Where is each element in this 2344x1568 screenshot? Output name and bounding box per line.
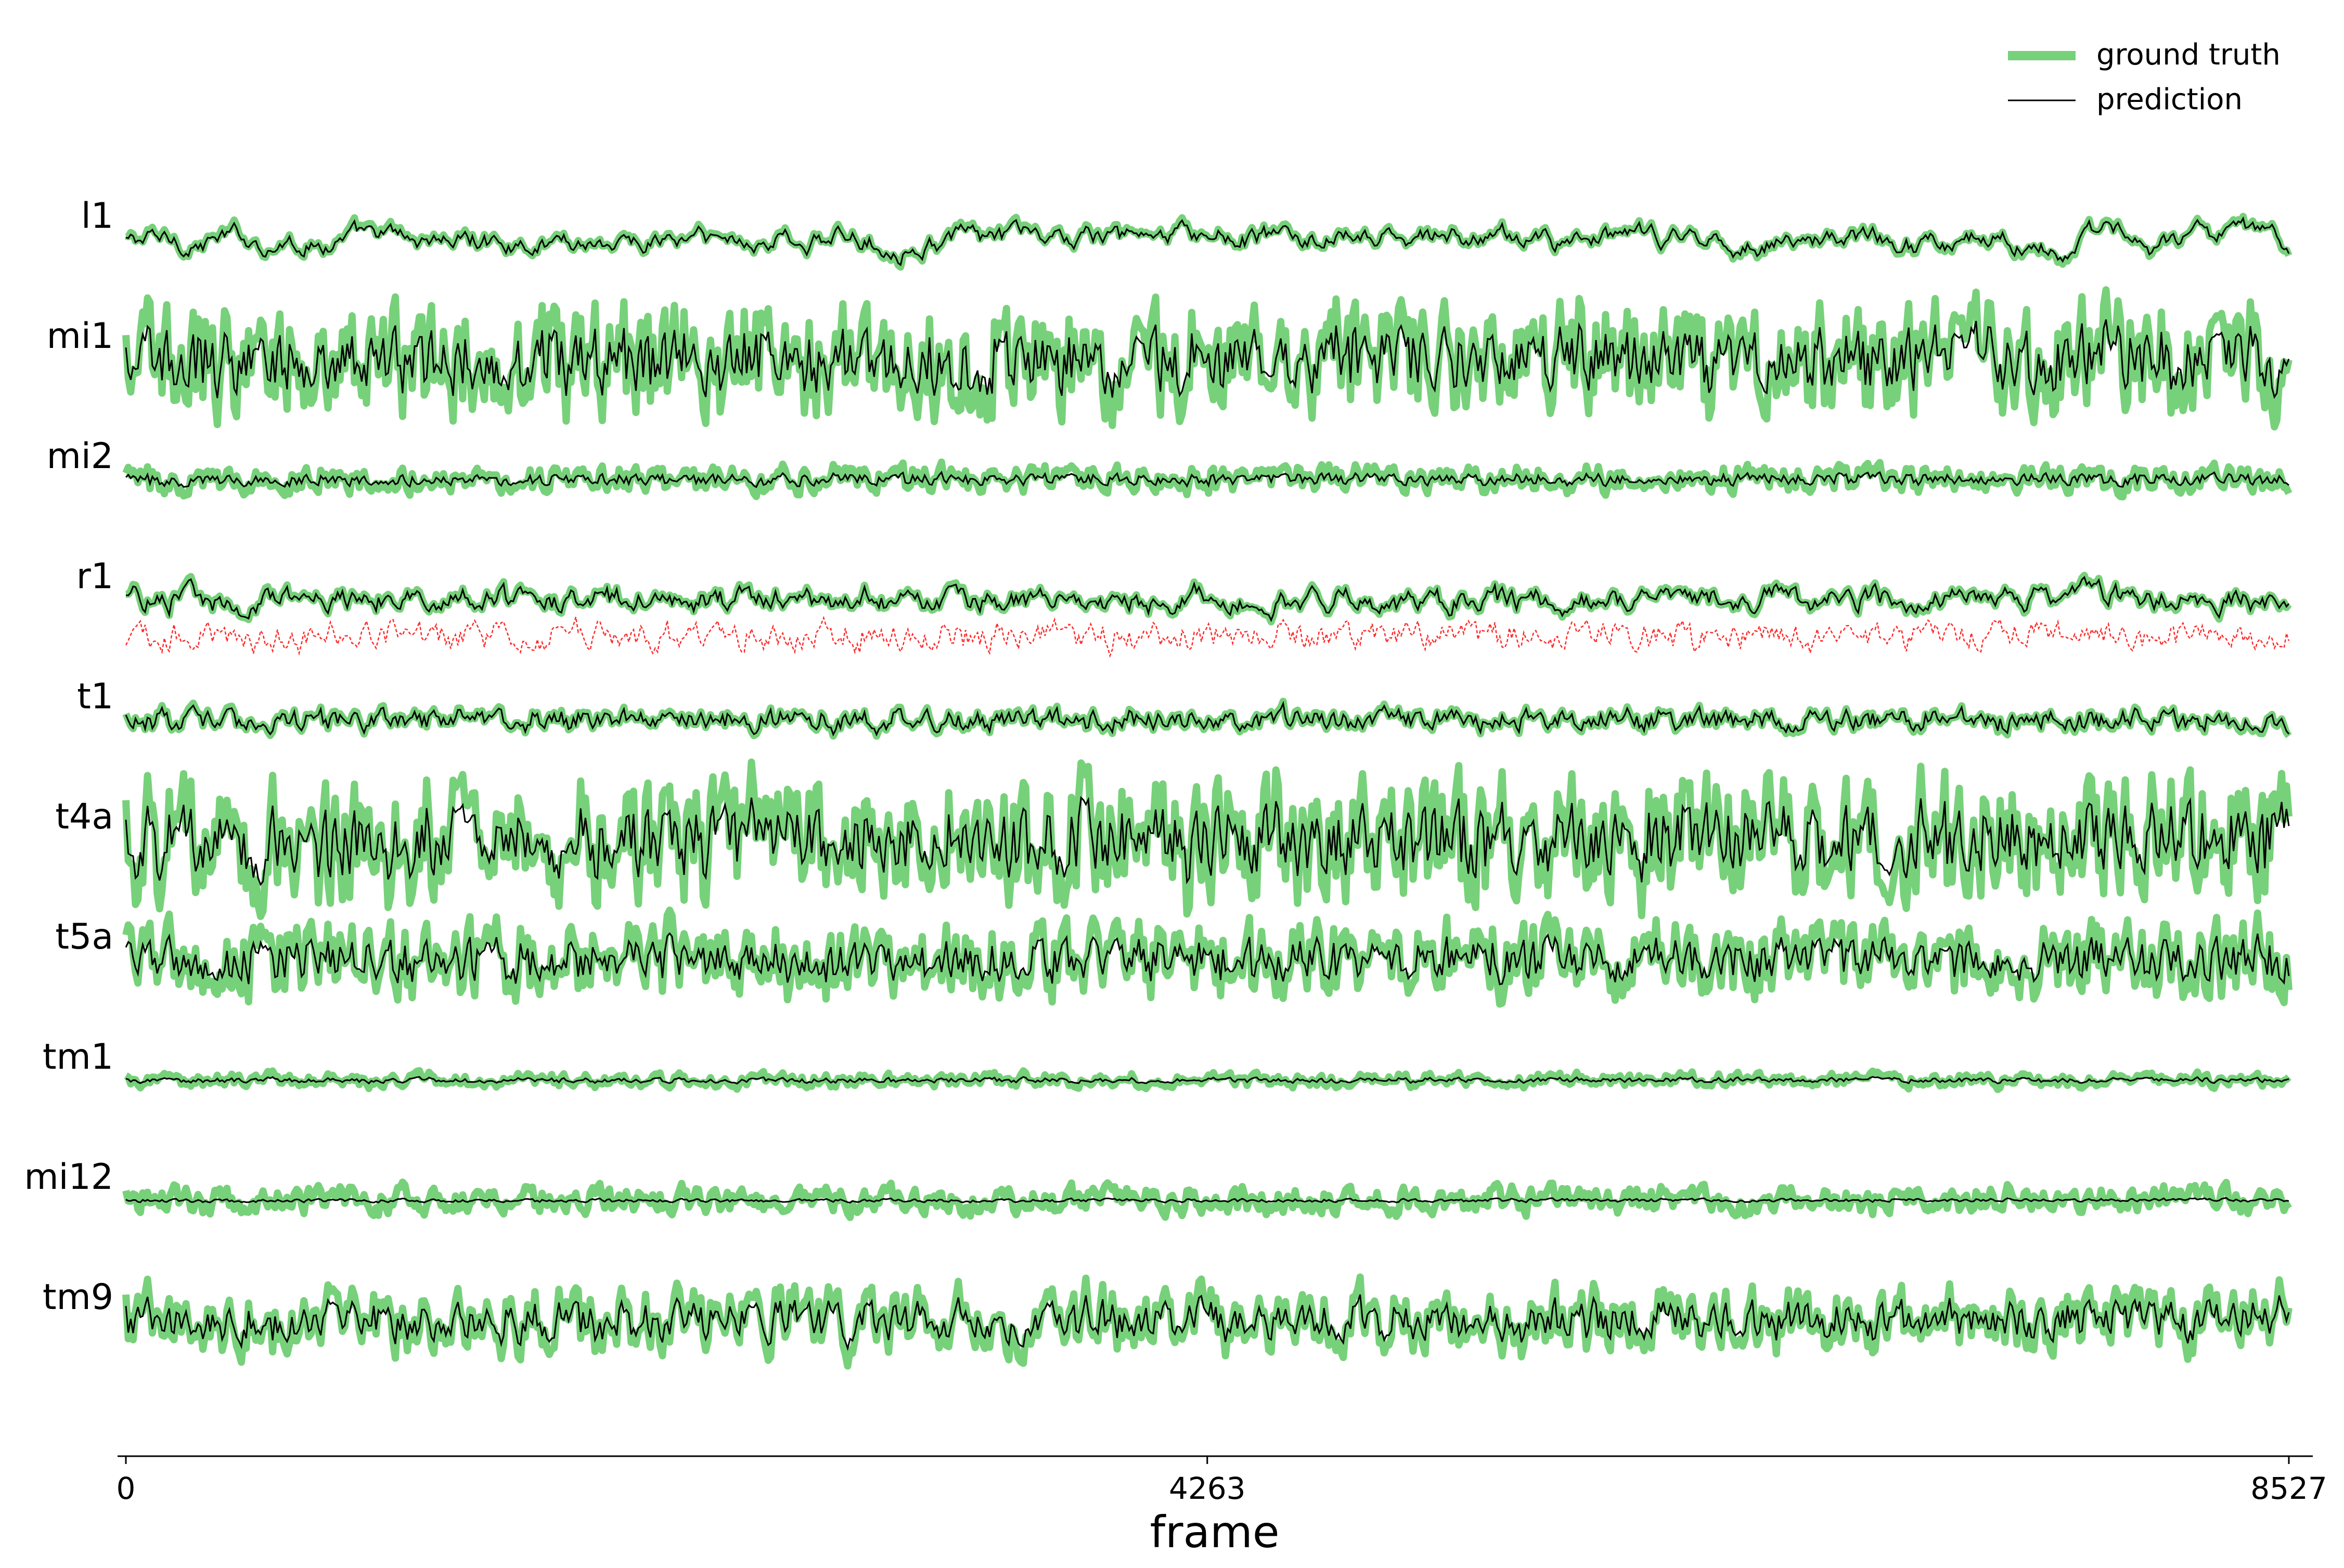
red-dashed-line-r1 (125, 616, 2290, 658)
legend-prediction-label: prediction (2096, 83, 2243, 116)
ground-truth-line-l1 (124, 213, 2293, 271)
trace-label-tm1: tm1 (43, 1036, 113, 1078)
prediction-line-t5a (125, 932, 2290, 986)
trace-label-t5a: t5a (55, 916, 113, 957)
trace-label-mi12: mi12 (24, 1157, 113, 1198)
ground-truth-line-tm1 (124, 1067, 2291, 1093)
trace-label-mi1: mi1 (47, 316, 113, 357)
trace-label-tm9: tm9 (43, 1277, 113, 1318)
prediction-line-mi2 (125, 471, 2290, 488)
trace-t5a: t5a (55, 906, 2293, 1008)
x-tick-label-4263: 4263 (1169, 1471, 1246, 1506)
trace-t1: t1 (77, 676, 2292, 740)
trace-label-r1: r1 (76, 556, 113, 597)
prediction-line-r1 (126, 576, 2290, 623)
traces-group: l1 mi1 mi2 r1 t1 t4a t5a tm1 mi12 tm9 (24, 196, 2293, 1370)
trace-mi12: mi12 (24, 1157, 2292, 1221)
trace-mi2: mi2 (47, 436, 2293, 501)
ground-truth-line-tm9 (122, 1273, 2293, 1370)
trace-label-t1: t1 (77, 676, 113, 717)
prediction-line-t1 (125, 701, 2290, 737)
x-axis-label: frame (1150, 1507, 1279, 1558)
trace-label-mi2: mi2 (47, 436, 113, 477)
trace-l1: l1 (81, 196, 2293, 271)
legend-ground-truth-label: ground truth (2096, 38, 2281, 72)
prediction-line-tm1 (125, 1076, 2289, 1085)
x-axis-ticks: 0 4263 8527 (117, 1456, 2327, 1506)
trace-r1: r1 (76, 556, 2292, 658)
prediction-line-mi12 (125, 1197, 2289, 1204)
prediction-line-l1 (125, 216, 2290, 266)
prediction-line-t4a (125, 796, 2290, 886)
trace-tm1: tm1 (43, 1036, 2291, 1093)
ground-truth-line-mi12 (122, 1178, 2292, 1221)
x-tick-label-8527: 8527 (2250, 1471, 2327, 1506)
prediction-line-tm9 (125, 1294, 2290, 1351)
ground-truth-line-mi2 (122, 458, 2293, 501)
legend: ground truth prediction (2008, 38, 2281, 116)
trace-mi1: mi1 (47, 286, 2293, 431)
prediction-line-mi1 (125, 319, 2290, 399)
trace-label-t4a: t4a (55, 796, 113, 837)
ground-truth-line-t5a (122, 906, 2293, 1008)
trace-tm9: tm9 (43, 1273, 2293, 1370)
x-tick-label-0: 0 (117, 1471, 136, 1506)
trace-t4a: t4a (55, 758, 2293, 921)
trace-label-l1: l1 (81, 196, 113, 237)
